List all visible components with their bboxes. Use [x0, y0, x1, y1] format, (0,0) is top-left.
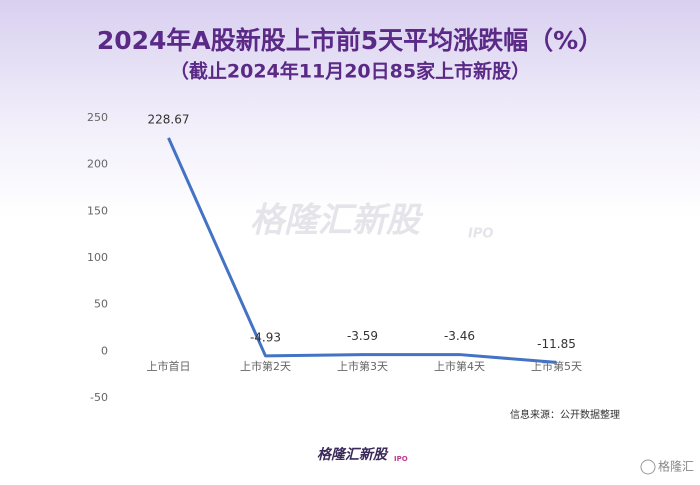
value-label: -3.59 — [347, 329, 378, 343]
x-tick-label: 上市第4天 — [434, 359, 485, 373]
chart-subtitle: （截止2024年11月20日85家上市新股） — [170, 60, 530, 83]
x-tick-label: 上市第3天 — [337, 359, 388, 373]
x-tick-label: 上市第2天 — [240, 359, 291, 373]
chart-title: 2024年A股新股上市前5天平均涨跌幅（%） — [97, 26, 603, 55]
y-tick-label: 200 — [87, 158, 108, 171]
value-label: -4.93 — [250, 330, 281, 344]
footer-logo: 格隆汇新股 — [317, 446, 389, 463]
y-tick-label: 50 — [94, 298, 108, 311]
brand-icon — [640, 459, 656, 475]
y-tick-label: 100 — [87, 251, 108, 264]
watermark-tag: IPO — [468, 227, 493, 242]
y-tick-label: 250 — [87, 111, 108, 124]
source: 信息来源：公开数据整理 — [510, 408, 620, 421]
y-tick-label: -50 — [90, 391, 108, 404]
footer-logo-tag: IPO — [394, 455, 408, 463]
footer-brand: 格隆汇 — [658, 459, 694, 474]
value-label: -3.46 — [444, 329, 475, 343]
x-tick-label: 上市首日 — [147, 359, 191, 373]
value-label: 228.67 — [148, 112, 190, 126]
value-label: -11.85 — [537, 337, 576, 351]
watermark: 格隆汇新股 — [250, 201, 424, 241]
y-tick-label: 0 — [101, 344, 108, 357]
y-tick-label: 150 — [87, 204, 108, 217]
line — [167, 137, 557, 364]
